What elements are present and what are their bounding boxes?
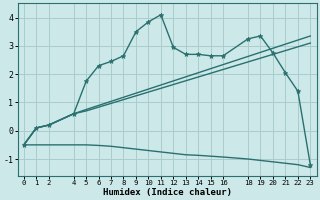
X-axis label: Humidex (Indice chaleur): Humidex (Indice chaleur) bbox=[103, 188, 232, 197]
